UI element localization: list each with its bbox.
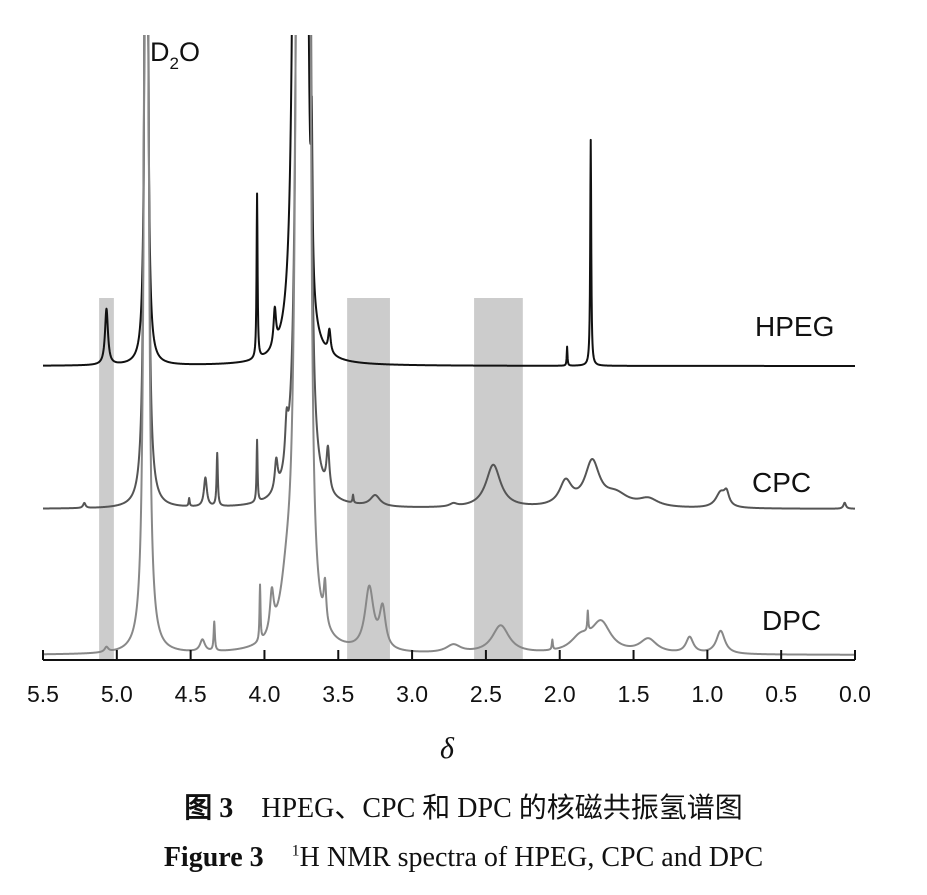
caption-english: Figure 3 1H NMR spectra of HPEG, CPC and… <box>0 842 927 874</box>
spectrum-hpeg <box>42 35 856 367</box>
x-tick-label: 2.0 <box>544 681 576 707</box>
caption-cn-text: HPEG、CPC 和 DPC 的核磁共振氢谱图 <box>261 793 743 824</box>
x-tick-label: 5.0 <box>101 681 133 707</box>
spectrum-cpc <box>42 35 856 510</box>
caption-en-text: H NMR spectra of HPEG, CPC and DPC <box>299 842 764 873</box>
x-tick-label: 0.0 <box>839 681 871 707</box>
caption-en-label: Figure 3 <box>163 842 264 873</box>
x-tick-label: 1.5 <box>618 681 650 707</box>
x-axis: 5.5 5.0 4.5 4.0 3.5 3.0 2.5 2.0 1.5 1.0 0.5 0.0 <box>27 650 871 707</box>
series-labels: HPEG CPC DPC <box>752 311 834 636</box>
highlight-band-3 <box>474 298 523 660</box>
x-tick-label: 2.5 <box>470 681 502 707</box>
x-tick-label: 3.0 <box>396 681 428 707</box>
series-label-cpc: CPC <box>752 467 811 498</box>
series-label-hpeg: HPEG <box>755 311 834 342</box>
x-tick-label: 5.5 <box>27 681 59 707</box>
highlight-bands <box>99 298 523 660</box>
caption-en-sup: 1 <box>291 842 300 860</box>
spectrum-dpc <box>42 35 856 656</box>
spectra <box>42 35 856 656</box>
nmr-chart: 5.5 5.0 4.5 4.0 3.5 3.0 2.5 2.0 1.5 1.0 0.5 0.0 HPE… <box>27 35 871 765</box>
highlight-band-1 <box>99 298 114 660</box>
highlight-band-2 <box>347 298 390 660</box>
d2o-annotation: D2O <box>150 37 200 73</box>
x-tick-label: 4.0 <box>248 681 280 707</box>
x-tick-label: 3.5 <box>322 681 354 707</box>
x-axis-label: δ <box>440 732 455 765</box>
x-tick-label: 4.5 <box>175 681 207 707</box>
caption-cn-label: 图 3 <box>184 793 234 824</box>
x-tick-label: 1.0 <box>691 681 723 707</box>
caption-chinese: 图 3 HPEG、CPC 和 DPC 的核磁共振氢谱图 <box>0 786 927 826</box>
x-tick-label: 0.5 <box>765 681 797 707</box>
series-label-dpc: DPC <box>762 605 821 636</box>
